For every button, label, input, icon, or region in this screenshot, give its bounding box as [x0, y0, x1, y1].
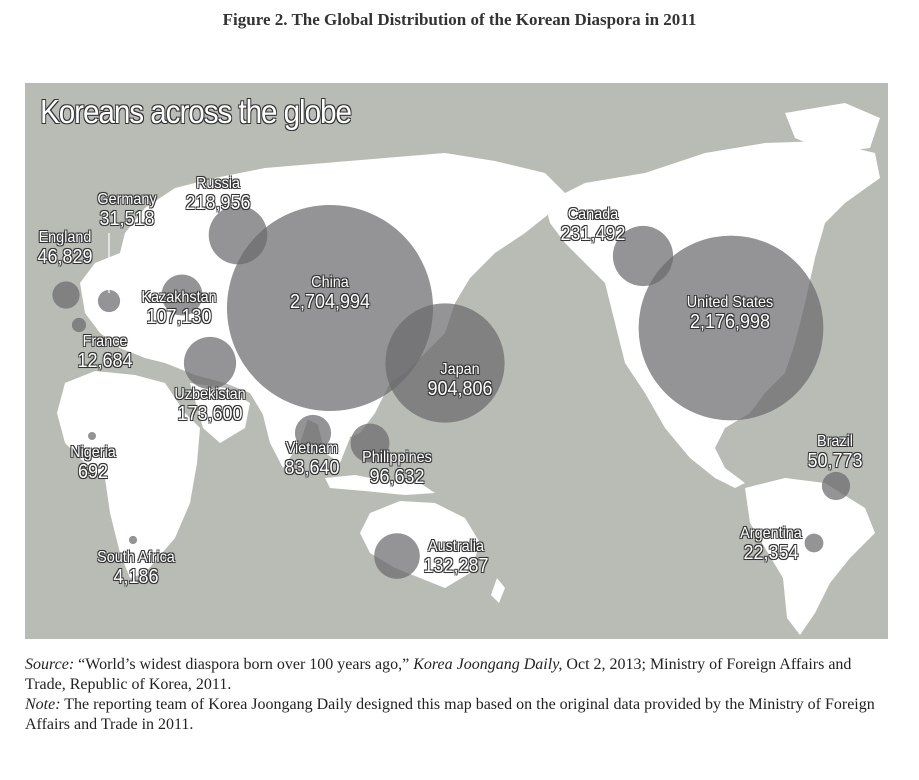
label-russia: Russia 218,956: [185, 175, 251, 214]
source-line: Source: “World’s widest diaspora born ov…: [25, 655, 889, 695]
bubble-russia: [208, 205, 268, 265]
country-name: China: [311, 274, 349, 291]
country-name: Russia: [195, 175, 241, 192]
country-name: Brazil: [816, 433, 854, 450]
bubble-nigeria: [88, 432, 96, 440]
label-germany: Germany 31,518: [97, 191, 157, 230]
bubble-japan: [385, 303, 505, 423]
bubble-united-states: [638, 235, 824, 421]
country-name: Philippines: [362, 449, 432, 466]
label-brazil: Brazil 50,773: [807, 433, 863, 472]
country-count: 904,806: [427, 377, 493, 400]
label-france: France 12,684: [77, 333, 133, 372]
country-name: South Africa: [97, 549, 175, 566]
label-united-states: United States 2,176,998: [686, 294, 774, 333]
africa-landmass: [57, 371, 200, 578]
australia-landmass: [360, 501, 480, 588]
country-count: 2,704,994: [289, 290, 371, 313]
label-uzbekistan: Uzbekistan 173,600: [174, 386, 246, 425]
india-landmass: [260, 403, 310, 468]
source-text-b: Oct 2, 2013; Ministry of Foreign Affairs…: [25, 656, 852, 693]
country-count: 173,600: [177, 402, 243, 425]
map-canvas: [52, 103, 880, 635]
south-america-landmass: [745, 478, 875, 635]
country-count: 2,176,998: [689, 310, 771, 333]
label-nigeria: Nigeria 692: [70, 444, 116, 483]
arabia-landmass: [190, 383, 250, 443]
label-vietnam: Vietnam 83,640: [284, 440, 340, 479]
country-count: 692: [77, 460, 109, 483]
country-name: Nigeria: [70, 444, 116, 461]
figure-notes: Source: “World’s widest diaspora born ov…: [25, 655, 889, 735]
country-name: Germany: [97, 191, 157, 208]
figure-title: Figure 2. The Global Distribution of the…: [222, 10, 697, 29]
country-count: 218,956: [185, 191, 251, 214]
source-publication: Korea Joongang Daily,: [413, 656, 563, 673]
country-count: 83,640: [284, 456, 340, 479]
country-name: Kazakhstan: [141, 289, 217, 306]
country-count: 12,684: [77, 349, 133, 372]
source-text-a: “World’s widest diaspora born over 100 y…: [74, 656, 414, 673]
country-count: 107,130: [146, 305, 212, 328]
country-count: 231,492: [560, 222, 626, 245]
greenland-landmass: [785, 103, 880, 153]
country-name: Australia: [427, 538, 485, 555]
label-argentina: Argentina 22,354: [740, 525, 802, 564]
source-label: Source:: [25, 656, 75, 673]
bubble-south-africa: [128, 535, 138, 545]
country-name: England: [38, 229, 92, 246]
bubble-germany: [97, 289, 121, 313]
label-canada: Canada 231,492: [560, 206, 626, 245]
new-zealand-landmass: [491, 578, 505, 603]
country-name: France: [82, 333, 128, 350]
country-count: 22,354: [743, 541, 799, 564]
map-title: Koreans across the globe: [40, 93, 352, 130]
country-name: Vietnam: [285, 440, 339, 457]
bubble-australia: [374, 533, 420, 579]
label-china: China 2,704,994: [289, 274, 371, 313]
note-line: Note: The reporting team of Korea Joonga…: [25, 695, 889, 735]
bubble-canada: [612, 225, 674, 287]
country-count: 46,829: [37, 245, 93, 268]
bubble-argentina: [804, 533, 824, 553]
note-label: Note:: [25, 696, 61, 713]
label-south-africa: South Africa 4,186: [97, 549, 175, 588]
country-count: 4,186: [113, 565, 159, 588]
bubble-france: [71, 317, 87, 333]
bubble-uzbekistan: [183, 336, 237, 390]
country-name: Uzbekistan: [174, 386, 246, 403]
bubble-england: [52, 281, 80, 309]
bubble-vietnam: [294, 414, 332, 452]
country-count: 50,773: [807, 449, 863, 472]
country-name: Japan: [440, 361, 480, 378]
bubbles: [52, 205, 851, 579]
country-name: Canada: [567, 206, 619, 223]
label-japan: Japan 904,806: [427, 361, 493, 400]
bubble-kazakhstan: [161, 274, 203, 316]
bubble-brazil: [821, 471, 851, 501]
country-count: 31,518: [99, 207, 155, 230]
bubble-philippines: [350, 423, 390, 463]
label-philippines: Philippines 96,632: [362, 449, 432, 488]
country-count: 96,632: [369, 465, 425, 488]
label-kazakhstan: Kazakhstan 107,130: [141, 289, 217, 328]
bubble-china: [227, 205, 433, 411]
country-count: 132,287: [423, 554, 489, 577]
country-name: United States: [686, 294, 774, 311]
note-text: The reporting team of Korea Joongang Dai…: [25, 696, 875, 733]
world-map: Koreans across the globe Russia 218,956 …: [25, 83, 888, 639]
indonesia-landmass: [325, 475, 435, 495]
label-australia: Australia 132,287: [423, 538, 489, 577]
label-england: England 46,829: [37, 229, 93, 268]
country-name: Argentina: [740, 525, 802, 542]
